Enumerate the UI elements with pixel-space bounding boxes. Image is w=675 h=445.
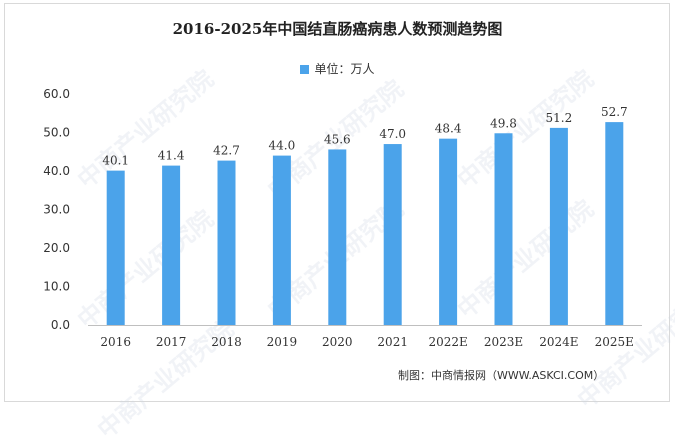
data-label: 41.4	[158, 149, 185, 163]
bar	[328, 149, 347, 325]
legend-swatch	[300, 65, 310, 74]
data-label: 51.2	[546, 111, 573, 125]
data-label: 49.8	[490, 116, 517, 130]
x-tick-label: 2016	[100, 335, 131, 349]
y-tick-label: 20.0	[43, 241, 70, 255]
bar-chart: 0.0 10.0 20.0 30.0 40.0 50.0 60.0 40.1 2016 41.4 2…	[43, 87, 642, 349]
x-tick-label: 2018	[211, 335, 242, 349]
bar	[106, 170, 125, 325]
data-label: 52.7	[601, 105, 628, 119]
y-tick-label: 10.0	[43, 280, 70, 294]
y-tick-label: 60.0	[43, 87, 70, 101]
x-tick-label: 2019	[267, 335, 298, 349]
data-label: 40.1	[102, 154, 129, 168]
legend: 单位：万人	[0, 60, 675, 77]
x-tick-label: 2024E	[539, 335, 578, 349]
data-label: 48.4	[435, 122, 462, 136]
y-tick-label: 40.0	[43, 164, 70, 178]
x-tick-label: 2023E	[484, 335, 523, 349]
data-label: 47.0	[379, 127, 406, 141]
x-tick-label: 2022E	[428, 335, 467, 349]
legend-label: 单位：万人	[314, 62, 375, 76]
chart-title: 2016-2025年中国结直肠癌病患人数预测趋势图	[172, 20, 503, 38]
y-tick-label: 0.0	[51, 318, 70, 332]
bar	[439, 138, 458, 325]
bar	[162, 165, 181, 325]
source-note: 制图：中商情报网（WWW.ASKCI.COM）	[398, 369, 605, 382]
bar	[272, 155, 291, 325]
x-tick-label: 2025E	[595, 335, 634, 349]
bar	[217, 160, 236, 325]
bar	[605, 122, 624, 325]
x-tick-label: 2017	[156, 335, 187, 349]
bar	[494, 133, 513, 325]
data-label: 45.6	[324, 132, 351, 146]
y-tick-label: 30.0	[43, 203, 70, 217]
data-label: 44.0	[269, 139, 296, 153]
data-label: 42.7	[213, 144, 240, 158]
x-tick-label: 2021	[377, 335, 408, 349]
x-tick-label: 2020	[322, 335, 353, 349]
bar	[383, 144, 402, 325]
bar	[549, 127, 568, 325]
y-tick-label: 50.0	[43, 126, 70, 140]
